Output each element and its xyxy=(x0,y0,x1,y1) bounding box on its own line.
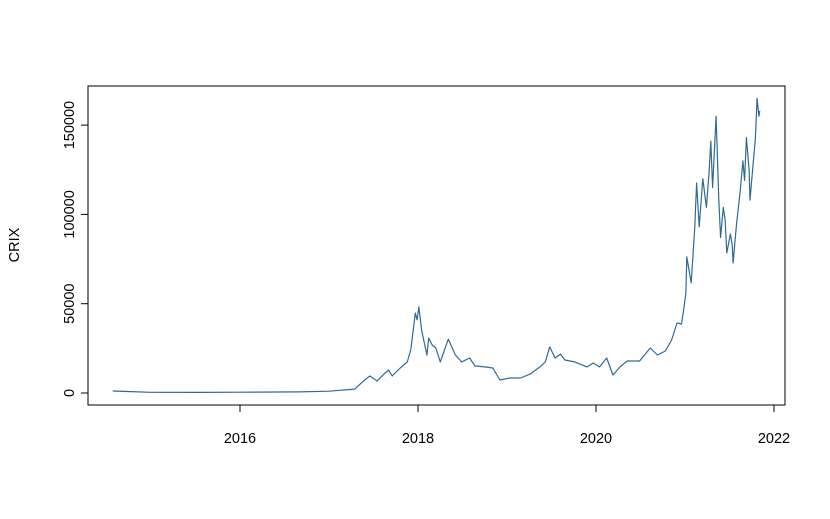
plot-frame xyxy=(87,85,786,406)
x-tick-label: 2020 xyxy=(580,431,612,447)
x-tick-label: 2022 xyxy=(758,431,790,447)
x-tick-label: 2016 xyxy=(224,431,256,447)
y-tick-label: 50000 xyxy=(62,284,78,324)
x-tick-label: 2018 xyxy=(402,431,434,447)
y-axis-label: CRIX xyxy=(7,227,23,262)
crix-series-line xyxy=(112,97,761,393)
y-tick-label: 100000 xyxy=(62,190,78,238)
x-axis: 2016 2018 2020 2022 xyxy=(224,404,790,447)
y-tick-label: 150000 xyxy=(62,101,78,149)
y-tick-label: 0 xyxy=(62,389,78,397)
y-axis: 0 50000 100000 150000 xyxy=(62,101,89,397)
